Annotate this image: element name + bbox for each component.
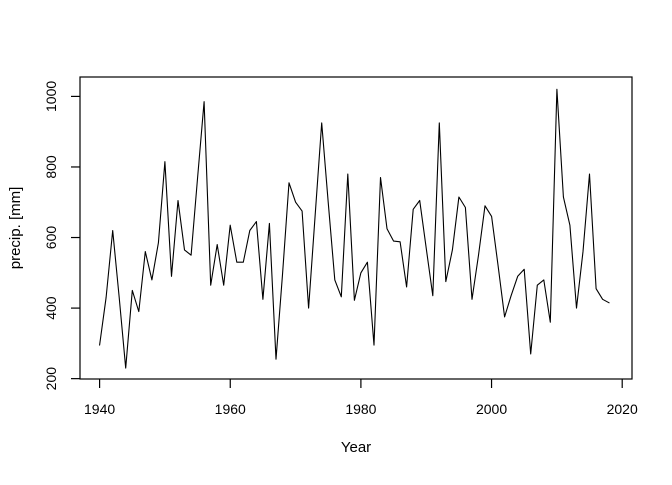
y-tick-label: 1000 — [43, 81, 59, 112]
x-axis-tick-labels: 1940 1960 1980 2000 2020 — [84, 401, 638, 417]
plot-border — [79, 76, 633, 380]
precip-line — [99, 88, 610, 369]
y-axis-tick-labels: 200 400 600 800 1000 — [43, 81, 59, 391]
y-tick-label: 200 — [43, 367, 59, 391]
y-axis-ticks — [71, 95, 80, 380]
x-tick-label: 1980 — [345, 401, 376, 417]
y-axis-title: precip. [mm] — [7, 187, 24, 270]
y-tick-label: 400 — [43, 296, 59, 320]
y-tick-label: 800 — [43, 155, 59, 179]
x-tick-label: 2020 — [607, 401, 638, 417]
x-axis-ticks — [98, 379, 623, 388]
x-tick-label: 1940 — [84, 401, 115, 417]
y-tick-label: 600 — [43, 226, 59, 250]
x-axis-title: Year — [341, 439, 371, 456]
x-tick-label: 2000 — [476, 401, 507, 417]
x-tick-label: 1960 — [215, 401, 246, 417]
